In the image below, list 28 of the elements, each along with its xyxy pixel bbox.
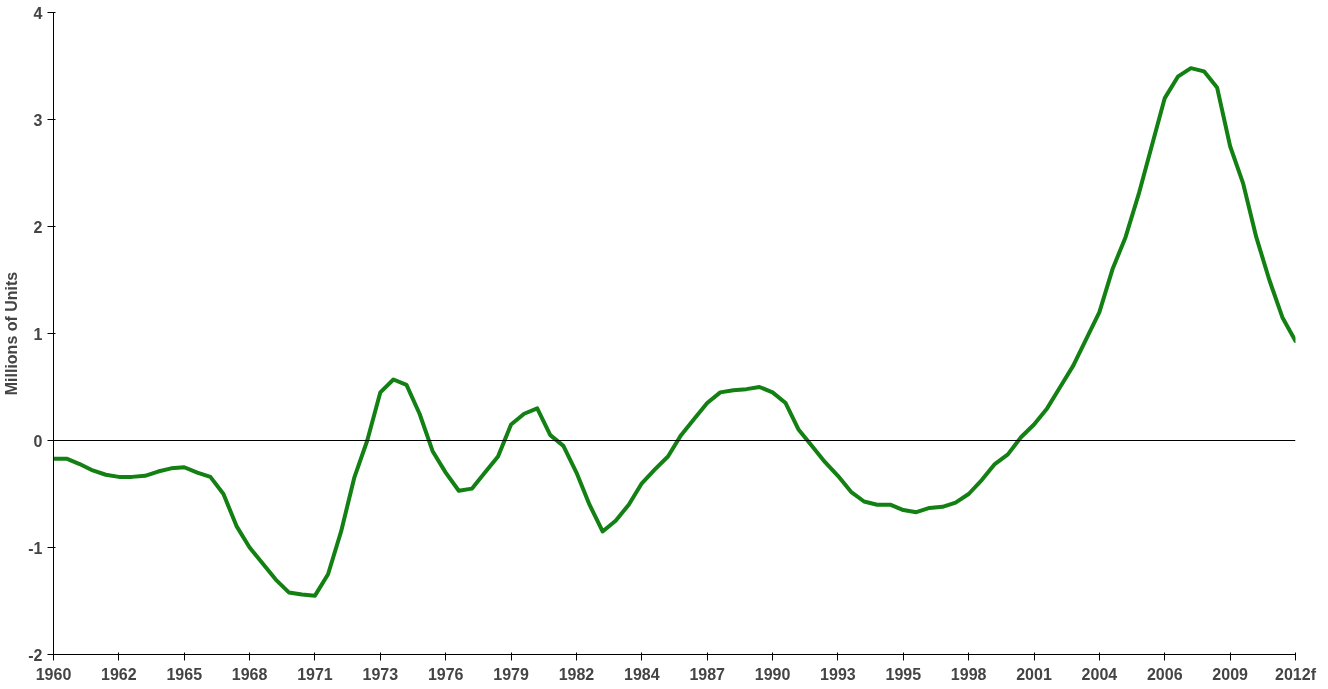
x-tick-label: 1960	[35, 665, 72, 683]
x-tick-label: 1973	[362, 665, 399, 683]
y-tick-label: -2	[28, 646, 43, 664]
x-tick-label: 1962	[101, 665, 137, 683]
x-tick-label: 1971	[297, 665, 333, 683]
x-tick-label: 1993	[820, 665, 856, 683]
y-tick-label: 0	[33, 432, 43, 450]
x-tick-label: 2012f	[1275, 665, 1317, 683]
y-tick-label: 1	[33, 325, 43, 343]
x-tick-label: 1990	[754, 665, 791, 683]
x-tick-label: 1976	[427, 665, 464, 683]
y-tick-label: 4	[33, 4, 43, 22]
x-tick-label: 2006	[1146, 665, 1183, 683]
y-tick-label: 2	[33, 218, 43, 236]
x-tick-label: 1995	[885, 665, 922, 683]
x-tick-label: 2001	[1016, 665, 1052, 683]
y-tick-label: 3	[33, 111, 43, 129]
x-tick-label: 1965	[166, 665, 203, 683]
x-tick-label: 1979	[493, 665, 529, 683]
x-tick-label: 1987	[689, 665, 726, 683]
x-tick-label: 1968	[231, 665, 268, 683]
y-axis-title: Millions of Units	[3, 271, 21, 396]
x-tick-label: 2009	[1212, 665, 1249, 683]
y-tick-label: -1	[28, 539, 43, 557]
x-tick-label: 2004	[1081, 665, 1118, 683]
x-tick-label: 1998	[950, 665, 987, 683]
x-tick-label: 1982	[558, 665, 595, 683]
x-tick-label: 1984	[624, 665, 660, 683]
